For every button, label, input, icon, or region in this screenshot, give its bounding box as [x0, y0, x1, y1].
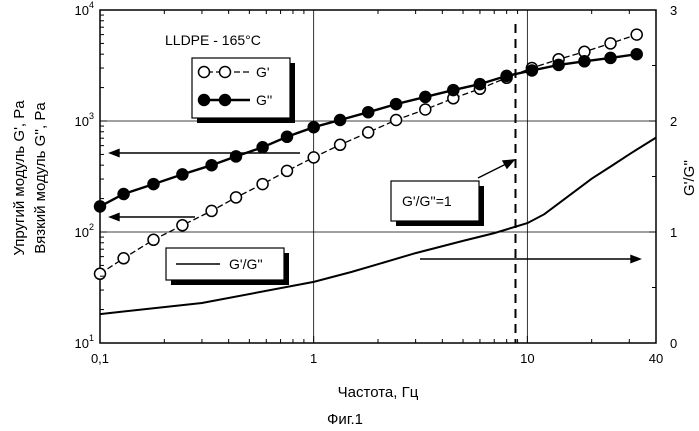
- series-point: [473, 77, 487, 91]
- arrow-to-crossover: [477, 162, 509, 179]
- series-point: [307, 151, 320, 164]
- legend-gprime-label: G': [256, 64, 270, 80]
- series-point: [333, 113, 347, 127]
- series-point: [176, 168, 189, 181]
- y-left-tick-label: 101: [75, 333, 94, 351]
- series-point: [333, 138, 347, 152]
- series-point: [630, 47, 643, 61]
- series-point: [419, 90, 432, 104]
- y-axis-right-title: G'/G'': [681, 160, 698, 196]
- series-group: [93, 28, 657, 316]
- y-axis-left-title-1: Упругий модуль G', Pa: [11, 100, 28, 256]
- arrowhead-crossover: [501, 159, 516, 170]
- y-right-tick-label: 3: [670, 3, 677, 18]
- series-point: [552, 58, 565, 72]
- y-axis-left-title-2: Вязкий модуль G'', Pa: [32, 102, 49, 254]
- series-point: [280, 130, 294, 144]
- legend-ratio-label: G'/G'': [229, 256, 263, 272]
- crossover-box: [390, 180, 480, 222]
- crossover-annotation: G'/G''=1: [390, 180, 484, 226]
- series-point: [93, 200, 107, 213]
- y-right-tick-label: 1: [670, 225, 677, 240]
- series-line: [99, 33, 637, 275]
- y-left-tick-label: 102: [75, 222, 94, 240]
- arrowhead-left-lower: [108, 212, 120, 222]
- x-tick-label: 40: [649, 351, 663, 366]
- series-point: [256, 177, 269, 191]
- series-point: [205, 204, 218, 218]
- legend-ratio: G'/G'': [165, 247, 289, 285]
- series-point: [630, 28, 643, 41]
- series-point: [500, 69, 513, 83]
- legend-gprime-marker-left: [197, 65, 211, 79]
- legend-gprime-marker-right: [218, 65, 232, 79]
- series-point: [229, 191, 243, 204]
- series-point: [307, 120, 320, 134]
- x-tick-label: 0,1: [91, 351, 109, 366]
- y-right-tick-label: 2: [670, 114, 677, 129]
- chart-title: LLDPE - 165°C: [165, 32, 261, 48]
- series-point: [419, 103, 432, 116]
- series-point: [280, 164, 294, 178]
- series-point: [117, 187, 130, 201]
- series-point: [604, 37, 617, 50]
- x-axis-title: Частота, Гц: [338, 384, 419, 401]
- legend-gdoubleprime-marker-left: [197, 93, 211, 107]
- legend-gdoubleprime-label: G'': [256, 92, 272, 108]
- x-tick-label: 10: [520, 351, 534, 366]
- series-point: [361, 126, 375, 139]
- series-point: [578, 55, 591, 68]
- series-point: [147, 177, 160, 191]
- series-point: [176, 219, 189, 232]
- annotation-arrows: [108, 148, 642, 264]
- y-right-tick-label: 0: [670, 336, 677, 351]
- series-point: [93, 267, 107, 281]
- arrowhead-left-upper: [108, 148, 120, 158]
- figure-caption: Фиг.1: [327, 411, 363, 428]
- y-left-tick-label: 103: [75, 111, 94, 129]
- series-point: [525, 64, 539, 77]
- series-point: [361, 105, 375, 119]
- series-line: [99, 136, 657, 316]
- series-point: [147, 233, 160, 247]
- series-point: [447, 83, 460, 97]
- legend-gprime-gdoubleprime: G' G'': [191, 57, 295, 123]
- crossover-label: G'/G''=1: [402, 193, 452, 209]
- arrowhead-right: [630, 254, 642, 264]
- y-left-tick-label: 104: [75, 0, 94, 18]
- series-point: [205, 158, 218, 172]
- legend-gdoubleprime-marker-right: [218, 93, 232, 107]
- series-point: [604, 51, 617, 65]
- series-point: [389, 97, 403, 111]
- x-tick-label: 1: [310, 351, 317, 366]
- series-point: [256, 141, 269, 154]
- series-point: [117, 252, 130, 265]
- series-point: [389, 113, 403, 127]
